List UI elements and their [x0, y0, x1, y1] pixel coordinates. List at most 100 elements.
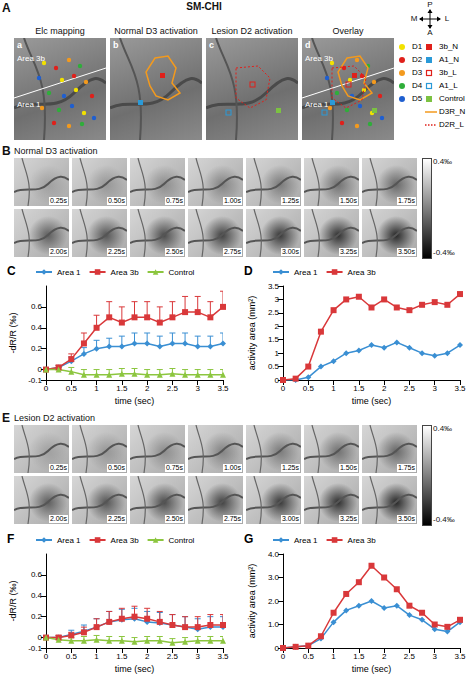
svg-text:-0.1: -0.1 — [28, 644, 42, 653]
svg-text:D: D — [244, 264, 253, 278]
svg-text:0: 0 — [44, 384, 49, 393]
svg-text:Control: Control — [169, 268, 195, 277]
svg-text:0.4: 0.4 — [31, 323, 43, 332]
svg-text:-dR/R (‰): -dR/R (‰) — [8, 581, 18, 622]
svg-text:0: 0 — [281, 384, 286, 393]
html-text:Normal D3 activation: Normal D3 activation — [114, 26, 198, 36]
svg-text:Area 1: Area 1 — [294, 268, 318, 277]
svg-text:3: 3 — [195, 384, 200, 393]
svg-text:2.5: 2.5 — [268, 308, 280, 317]
svg-text:2.5: 2.5 — [404, 384, 416, 393]
svg-text:3: 3 — [432, 384, 437, 393]
svg-text:2: 2 — [145, 652, 150, 661]
svg-text:Area 1: Area 1 — [57, 268, 81, 277]
svg-text:0: 0 — [38, 365, 43, 374]
svg-text:2.5: 2.5 — [167, 384, 179, 393]
svg-text:0.5: 0.5 — [268, 362, 280, 371]
svg-text:2: 2 — [382, 652, 387, 661]
svg-text:Area 3b: Area 3b — [348, 536, 377, 545]
svg-text:1.0: 1.0 — [268, 620, 280, 629]
svg-text:3.5: 3.5 — [268, 282, 280, 291]
svg-text:0.6: 0.6 — [31, 570, 43, 579]
svg-text:F: F — [7, 532, 14, 546]
html-text:B Normal D3 activation: B Normal D3 activation — [2, 144, 98, 158]
svg-text:1: 1 — [275, 349, 280, 358]
svg-text:-0.1: -0.1 — [28, 376, 42, 385]
svg-text:time (sec): time (sec) — [352, 664, 392, 674]
svg-text:0.5: 0.5 — [303, 652, 315, 661]
svg-text:3.5: 3.5 — [217, 652, 229, 661]
svg-text:0.5: 0.5 — [66, 384, 78, 393]
svg-text:0: 0 — [44, 652, 49, 661]
svg-text:Control: Control — [169, 536, 195, 545]
svg-text:0.2: 0.2 — [31, 612, 43, 621]
html-text:3b_L: 3b_L — [439, 68, 457, 77]
svg-text:0.5: 0.5 — [66, 652, 78, 661]
svg-text:3.0: 3.0 — [268, 573, 280, 582]
html-text:D3R_N: D3R_N — [439, 107, 466, 116]
html-text:SM-CHI: SM-CHI — [186, 1, 222, 12]
svg-text:0.2: 0.2 — [31, 344, 43, 353]
html-text:D3: D3 — [412, 68, 423, 77]
svg-text:Area 3b: Area 3b — [111, 268, 140, 277]
svg-text:Area 3b: Area 3b — [111, 536, 140, 545]
html-text:A: A — [2, 1, 11, 15]
svg-text:0.4: 0.4 — [31, 591, 43, 600]
html-text:D1: D1 — [412, 42, 423, 51]
svg-text:4.0: 4.0 — [268, 550, 280, 559]
svg-text:0.5: 0.5 — [303, 384, 315, 393]
svg-text:1: 1 — [331, 384, 336, 393]
html-text:E Lesion D2 activation: E Lesion D2 activation — [2, 411, 96, 425]
svg-text:2.5: 2.5 — [404, 652, 416, 661]
svg-text:3: 3 — [275, 295, 280, 304]
svg-text:1: 1 — [94, 384, 99, 393]
svg-text:1: 1 — [94, 652, 99, 661]
svg-text:0.6: 0.6 — [31, 302, 43, 311]
svg-text:-dR/R (‰): -dR/R (‰) — [8, 313, 18, 354]
svg-text:C: C — [7, 264, 16, 278]
svg-text:time (sec): time (sec) — [352, 396, 392, 406]
svg-text:Area 1: Area 1 — [57, 536, 81, 545]
svg-text:1.5: 1.5 — [116, 652, 128, 661]
svg-text:2: 2 — [382, 384, 387, 393]
html-text:A1_L: A1_L — [439, 81, 458, 90]
svg-text:1.5: 1.5 — [353, 652, 365, 661]
svg-text:0: 0 — [275, 644, 280, 653]
html-text:D5: D5 — [412, 94, 423, 103]
svg-text:3.5: 3.5 — [454, 384, 466, 393]
svg-text:Area 3b: Area 3b — [348, 268, 377, 277]
svg-text:G: G — [244, 532, 253, 546]
svg-text:3: 3 — [432, 652, 437, 661]
svg-text:time (sec): time (sec) — [115, 664, 155, 674]
html-text:D4: D4 — [412, 81, 423, 90]
html-text:Overlay: Overlay — [332, 26, 364, 36]
svg-text:1.5: 1.5 — [116, 384, 128, 393]
svg-text:time (sec): time (sec) — [115, 396, 155, 406]
svg-text:3.5: 3.5 — [454, 652, 466, 661]
svg-text:0: 0 — [281, 652, 286, 661]
html-text:D2: D2 — [412, 55, 423, 64]
html-text:Control: Control — [439, 94, 465, 103]
svg-text:Area 1: Area 1 — [294, 536, 318, 545]
svg-text:activity area (mm²): activity area (mm²) — [247, 296, 257, 371]
svg-text:2: 2 — [145, 384, 150, 393]
svg-text:1.5: 1.5 — [268, 335, 280, 344]
html-text:Area 3b: Area 3b — [305, 54, 333, 63]
svg-text:activity area (mm²): activity area (mm²) — [247, 564, 257, 639]
svg-text:3: 3 — [195, 652, 200, 661]
html-text:3b_N: 3b_N — [439, 42, 459, 51]
svg-text:3.5: 3.5 — [217, 384, 229, 393]
html-text:Area 3b: Area 3b — [17, 54, 45, 63]
svg-text:2.0: 2.0 — [268, 597, 280, 606]
svg-text:1.5: 1.5 — [353, 384, 365, 393]
html-text:A1_N: A1_N — [439, 55, 459, 64]
html-text:Elc mapping: Elc mapping — [35, 26, 85, 36]
html-text:Area 1: Area 1 — [305, 100, 329, 109]
html-text:Area 1: Area 1 — [17, 100, 41, 109]
svg-text:1: 1 — [331, 652, 336, 661]
html-text:Lesion D2 activation: Lesion D2 activation — [211, 26, 293, 36]
svg-text:2.5: 2.5 — [167, 652, 179, 661]
svg-text:2: 2 — [275, 322, 280, 331]
svg-text:0: 0 — [275, 376, 280, 385]
svg-text:0: 0 — [38, 633, 43, 642]
